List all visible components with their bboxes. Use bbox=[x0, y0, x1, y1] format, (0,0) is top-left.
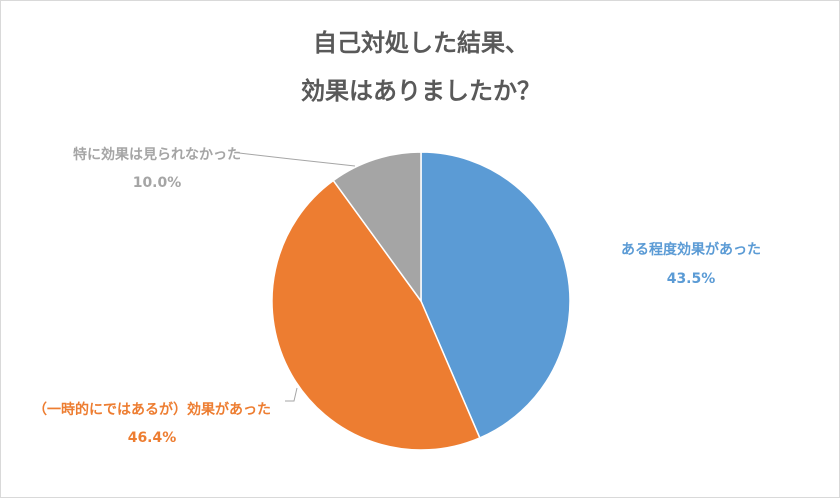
pie-slice-2 bbox=[332, 151, 422, 304]
slice-labels: ある程度効果があった 43.5% （一時的にではあるが）効果があった 46.4% 特に効… bbox=[33, 146, 761, 446]
chart-title-line-2: 効果はありましたか？ bbox=[301, 77, 541, 105]
slice-value-label-2: 10.0% bbox=[133, 175, 182, 191]
leader-line-1 bbox=[285, 387, 298, 402]
pie-slices bbox=[271, 151, 571, 451]
pie-slice-1 bbox=[271, 179, 481, 451]
pie-slice-0 bbox=[420, 151, 571, 439]
chart-title-line-1: 自己対処した結果、 bbox=[313, 29, 529, 57]
slice-value-label-1: 46.4% bbox=[128, 430, 177, 446]
leader-line-2 bbox=[238, 152, 356, 167]
leader-lines bbox=[238, 152, 356, 402]
slice-category-label-0: ある程度効果があった bbox=[621, 241, 761, 258]
slice-category-label-1: （一時的にではあるが）効果があった bbox=[33, 401, 271, 418]
slice-category-label-2: 特に効果は見られなかった bbox=[73, 146, 241, 163]
slice-value-label-0: 43.5% bbox=[667, 271, 716, 287]
